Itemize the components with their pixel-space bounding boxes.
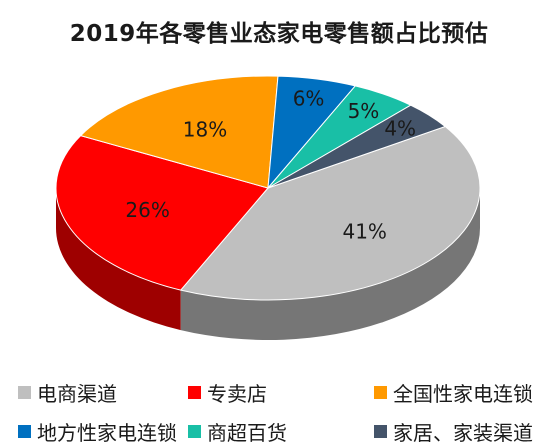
pie-chart: 41% 26% 18% 6% 5%4% [55, 75, 481, 341]
data-label-2: 18% [183, 118, 227, 142]
legend-swatch-0 [18, 386, 31, 399]
pie-side-1 [56, 188, 181, 331]
legend: 电商渠道 专卖店 全国性家电连锁地方性家电连锁 商超百货 家居、家装渠道 [18, 378, 558, 446]
legend-swatch-1 [188, 386, 201, 399]
pie-slice-2 [79, 75, 279, 189]
legend-label-2: 全国性家电连锁 [393, 382, 533, 406]
legend-label-0: 电商渠道 [37, 382, 117, 406]
legend-item-5: 家居、家装渠道 [374, 417, 558, 446]
data-label-3: 6% [293, 87, 325, 111]
data-label-1: 26% [125, 198, 169, 222]
pie-slice-5 [267, 104, 447, 189]
data-label-4: 5% [348, 99, 380, 123]
data-label-0: 41% [342, 220, 386, 244]
pie-slice-1 [55, 135, 269, 291]
chart-title: 2019年各零售业态家电零售额占比预估 [69, 21, 489, 47]
legend-item-4: 商超百货 [188, 417, 374, 446]
legend-swatch-2 [374, 386, 387, 399]
legend-item-3: 地方性家电连锁 [18, 417, 188, 446]
pie-slice-0 [179, 125, 481, 301]
legend-item-2: 全国性家电连锁 [374, 378, 558, 407]
legend-label-4: 商超百货 [207, 421, 287, 445]
legend-item-1: 专卖店 [188, 378, 374, 407]
legend-swatch-4 [188, 425, 201, 438]
legend-item-0: 电商渠道 [18, 378, 188, 407]
data-label-5: 4% [384, 116, 416, 140]
legend-label-5: 家居、家装渠道 [393, 421, 533, 445]
legend-label-1: 专卖店 [207, 382, 267, 406]
legend-label-3: 地方性家电连锁 [37, 421, 177, 445]
pie-side-0 [180, 188, 481, 341]
legend-swatch-5 [374, 425, 387, 438]
legend-swatch-3 [18, 425, 31, 438]
